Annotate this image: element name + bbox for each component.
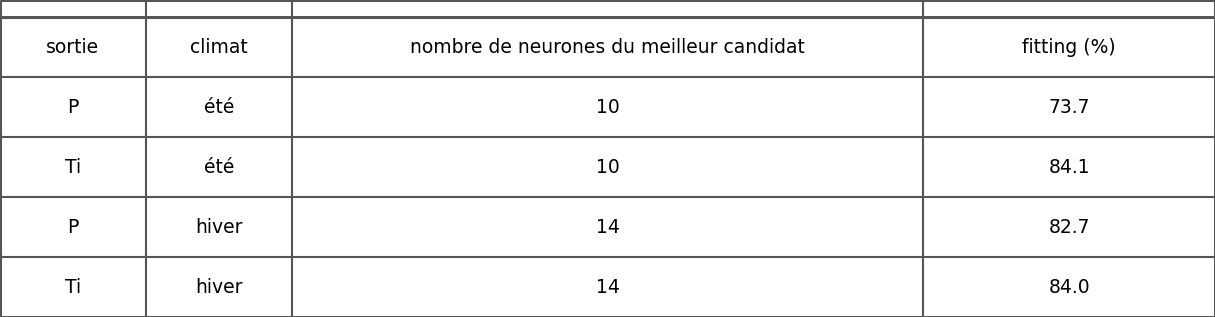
Text: sortie: sortie xyxy=(46,38,100,57)
Text: 73.7: 73.7 xyxy=(1049,98,1090,117)
Text: hiver: hiver xyxy=(194,218,243,236)
Bar xyxy=(292,77,923,137)
Text: 14: 14 xyxy=(595,278,620,296)
Bar xyxy=(923,257,1215,317)
Bar xyxy=(292,17,923,77)
Bar xyxy=(146,17,292,77)
Text: 84.0: 84.0 xyxy=(1049,278,1090,296)
Bar xyxy=(0,197,146,257)
Bar xyxy=(0,77,146,137)
Text: 10: 10 xyxy=(595,158,620,177)
Text: 82.7: 82.7 xyxy=(1049,218,1090,236)
Text: 84.1: 84.1 xyxy=(1049,158,1090,177)
Bar xyxy=(923,17,1215,77)
Text: 14: 14 xyxy=(595,218,620,236)
Text: 10: 10 xyxy=(595,98,620,117)
Bar xyxy=(0,257,146,317)
Text: Ti: Ti xyxy=(64,158,81,177)
Bar xyxy=(923,77,1215,137)
Text: Ti: Ti xyxy=(64,278,81,296)
Bar xyxy=(292,257,923,317)
Text: P: P xyxy=(67,98,79,117)
Bar xyxy=(923,137,1215,197)
Bar xyxy=(146,137,292,197)
Text: été: été xyxy=(203,98,233,117)
Bar xyxy=(923,197,1215,257)
Bar xyxy=(0,17,146,77)
Text: nombre de neurones du meilleur candidat: nombre de neurones du meilleur candidat xyxy=(409,38,804,57)
Text: climat: climat xyxy=(190,38,248,57)
Bar xyxy=(292,197,923,257)
Text: été: été xyxy=(203,158,233,177)
Bar xyxy=(292,137,923,197)
Text: P: P xyxy=(67,218,79,236)
Text: fitting (%): fitting (%) xyxy=(1022,38,1117,57)
Bar xyxy=(146,77,292,137)
Bar xyxy=(0,137,146,197)
Bar xyxy=(146,197,292,257)
Text: hiver: hiver xyxy=(194,278,243,296)
Bar xyxy=(146,257,292,317)
